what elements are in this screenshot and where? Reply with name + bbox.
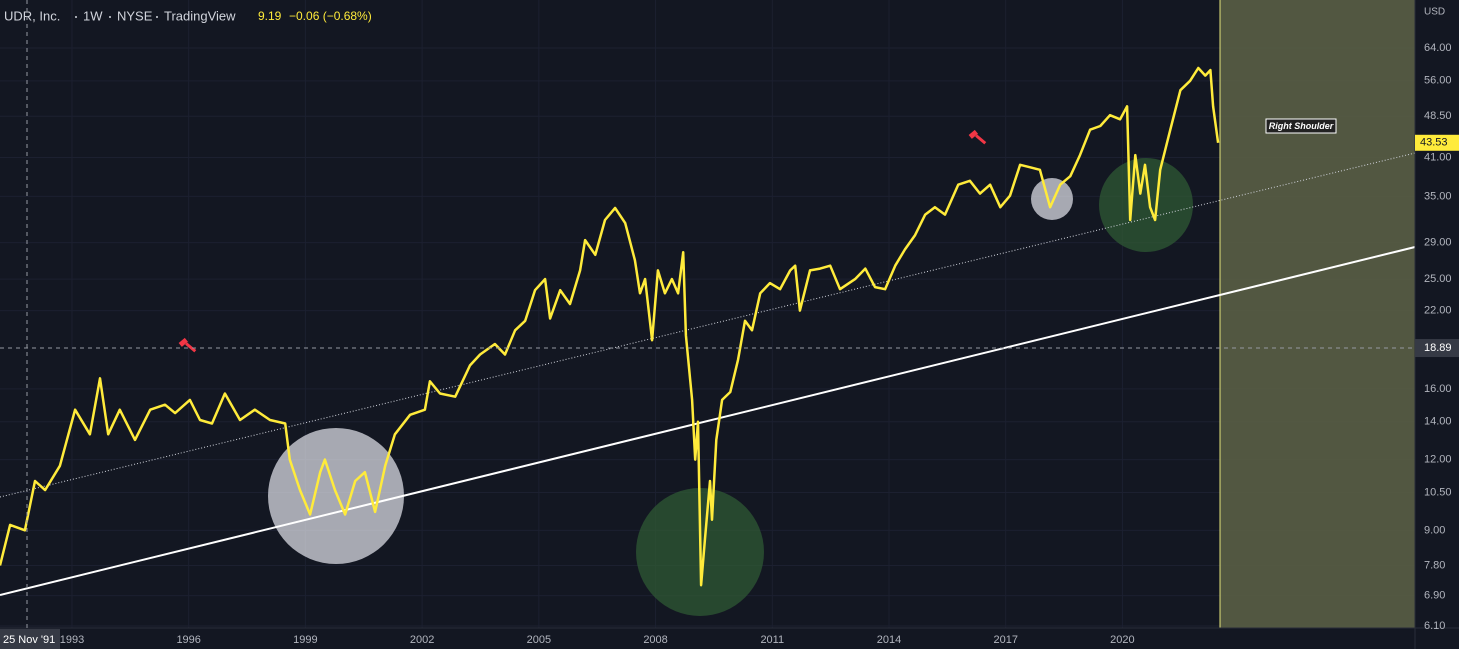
highlight-circle: [1099, 158, 1193, 252]
y-tick-label: 64.00: [1424, 42, 1452, 54]
highlight-circle: [1031, 178, 1073, 220]
x-tick-label: 1993: [60, 634, 84, 646]
x-tick-label: 2020: [1110, 634, 1134, 646]
y-tick-label: 9.00: [1424, 524, 1445, 536]
separator-dot: [156, 16, 158, 18]
y-tick-label: 12.00: [1424, 454, 1452, 466]
y-tick-label: 14.00: [1424, 416, 1452, 428]
x-tick-label: 2011: [760, 634, 784, 646]
y-tick-label: 41.00: [1424, 151, 1452, 163]
x-tick-label: 2017: [993, 634, 1017, 646]
currency-label: USD: [1424, 7, 1445, 18]
marker-icon: [178, 129, 987, 353]
last-price-box: [1415, 134, 1459, 151]
crosshair-y-box: [1415, 339, 1459, 358]
crosshair-y-label: 18.89: [1424, 342, 1452, 354]
separator-dot: [75, 16, 77, 18]
legend: UDR, Inc. 1W NYSE TradingView 9.19 −0.06…: [4, 8, 372, 23]
y-tick-label: 6.90: [1424, 590, 1445, 602]
highlight-circle: [268, 428, 404, 564]
trend-line: [0, 246, 1416, 596]
x-tick-label: 2008: [643, 634, 667, 646]
y-tick-label: 25.00: [1424, 273, 1452, 285]
crosshair-x-label: 25 Nov '91: [3, 634, 55, 646]
y-tick-label: 16.00: [1424, 383, 1452, 395]
x-tick-label: 2005: [527, 634, 551, 646]
exchange: NYSE: [117, 8, 153, 23]
last-price-label: 43.53: [1420, 137, 1448, 149]
source: TradingView: [164, 8, 236, 23]
annotation: Right Shoulder: [1269, 121, 1334, 131]
projection-zone: [1220, 0, 1415, 628]
price-line: [0, 66, 1220, 587]
x-tick-label: 2014: [877, 634, 901, 646]
interval: 1W: [83, 8, 103, 23]
separator-dot: [109, 16, 111, 18]
x-tick-label: 1996: [176, 634, 200, 646]
y-tick-label: 48.50: [1424, 110, 1452, 122]
y-tick-label: 22.00: [1424, 304, 1452, 316]
crosshair-x-box: [0, 629, 60, 649]
y-tick-label: 35.00: [1424, 190, 1452, 202]
x-tick-label: 1999: [293, 634, 317, 646]
y-tick-label: 6.10: [1424, 620, 1445, 632]
x-tick-label: 2002: [410, 634, 434, 646]
y-tick-label: 56.00: [1424, 75, 1452, 87]
plot: [0, 66, 1220, 587]
legend-price: 9.19: [258, 9, 282, 23]
legend-change: −0.06 (−0.68%): [289, 9, 372, 23]
y-tick-label: 7.80: [1424, 559, 1445, 571]
y-tick-label: 10.50: [1424, 486, 1452, 498]
y-tick-label: 29.00: [1424, 237, 1452, 249]
annotation-box: [1265, 118, 1337, 134]
symbol-name: UDR, Inc.: [4, 8, 60, 23]
